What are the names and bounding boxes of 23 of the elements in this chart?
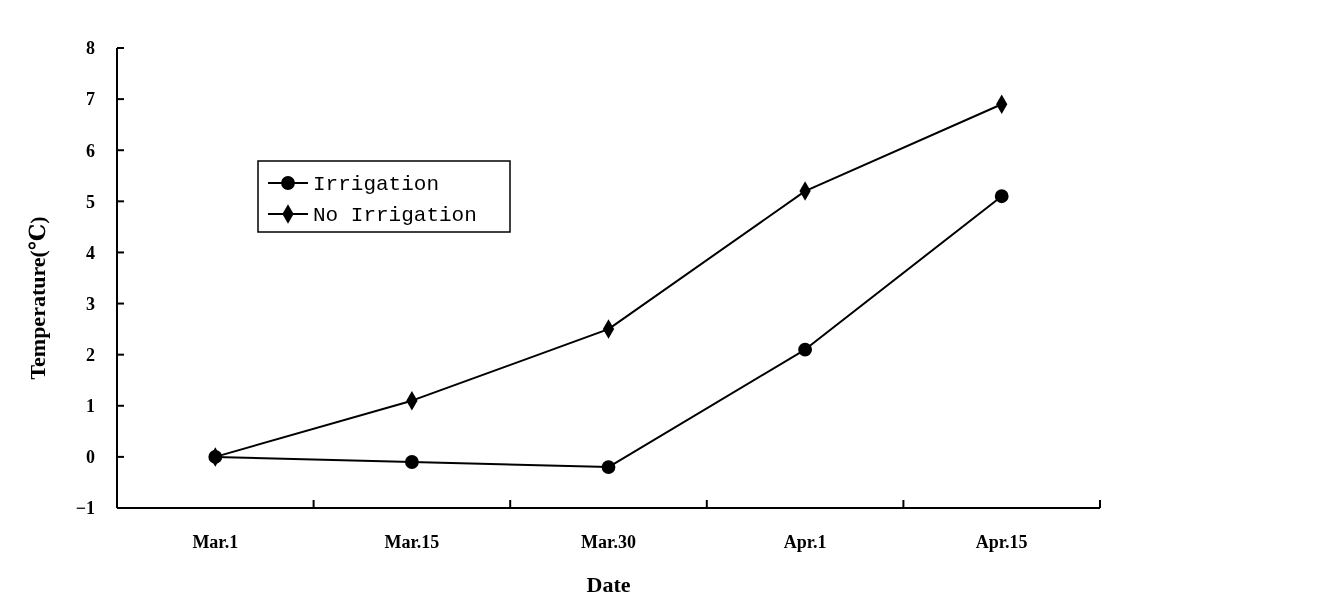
- point: [404, 455, 419, 469]
- point: [994, 189, 1009, 204]
- point: [798, 342, 813, 357]
- point: [601, 460, 616, 475]
- y-tick-label: 6: [86, 140, 95, 161]
- y-axis-title: Temperature(℃): [25, 216, 50, 380]
- y-tick-label: 4: [86, 242, 95, 263]
- y-tick-label: 3: [86, 293, 95, 314]
- x-axis-title: Date: [586, 572, 631, 597]
- y-tick-label: 2: [86, 344, 95, 365]
- y-tick-label: 1: [86, 396, 95, 417]
- y-tick-label: −1: [75, 498, 95, 519]
- x-tick-label: Apr.15: [975, 532, 1028, 552]
- legend-label: Irrigation: [313, 173, 440, 197]
- legend-label: No Irrigation: [313, 204, 477, 228]
- x-tick-label: Mar.1: [192, 532, 239, 552]
- x-tick-label: Mar.15: [384, 532, 440, 552]
- y-tick-label: 5: [86, 191, 95, 212]
- y-tick-label: 0: [86, 447, 95, 468]
- y-tick-label: 8: [86, 38, 95, 59]
- x-tick-label: Mar.30: [581, 532, 636, 552]
- x-tick-label: Apr.1: [783, 532, 827, 552]
- y-tick-label: 7: [86, 89, 95, 110]
